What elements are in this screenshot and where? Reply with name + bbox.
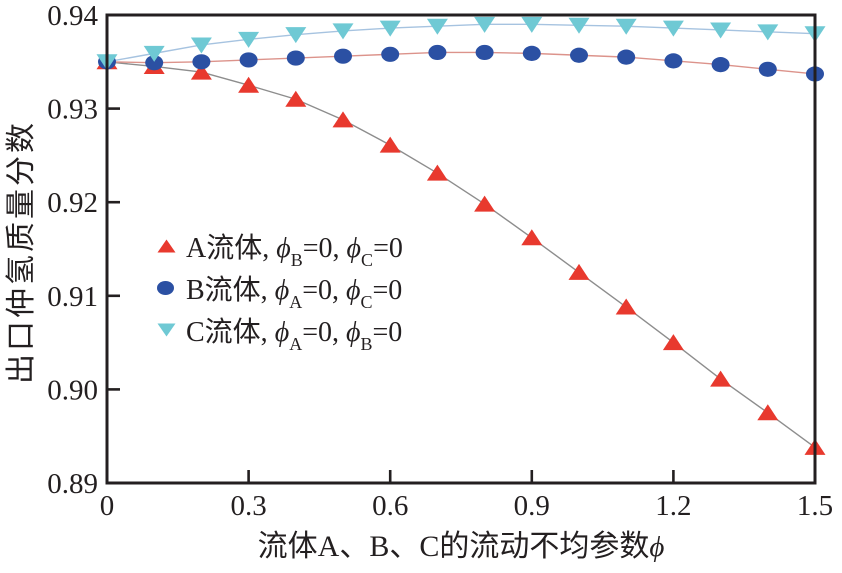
series-C-marker xyxy=(757,24,779,41)
y-tick-label: 0.92 xyxy=(47,187,98,219)
y-tick-label: 0.94 xyxy=(47,0,98,32)
series-B-marker xyxy=(664,53,683,69)
series-B-marker xyxy=(522,45,541,61)
y-tick-label: 0.89 xyxy=(47,468,98,500)
x-tick-label: 0.6 xyxy=(372,490,408,522)
series-A-marker xyxy=(757,404,779,421)
x-axis-title: 流体A、B、C的流动不均参数ϕ xyxy=(258,521,665,565)
series-A-marker xyxy=(379,136,401,153)
series-C-marker xyxy=(238,31,260,48)
series-B-marker xyxy=(381,46,400,62)
x-tick-label: 0 xyxy=(100,490,115,522)
legend-item-fluid-a: A流体, ϕB=0, ϕC=0 xyxy=(156,225,403,270)
series-A-marker xyxy=(568,263,590,280)
series-C-marker xyxy=(615,18,637,35)
triangle-up-marker-icon xyxy=(156,238,186,254)
series-C-marker xyxy=(568,17,590,34)
triangle-down-marker-icon xyxy=(156,322,186,338)
legend-item-fluid-b: B流体, ϕA=0, ϕC=0 xyxy=(156,267,403,312)
series-C-marker xyxy=(190,37,212,54)
x-tick-label: 0.3 xyxy=(230,490,266,522)
series-B-marker xyxy=(334,48,352,64)
series-line-C xyxy=(106,23,816,63)
series-B-marker xyxy=(192,54,211,70)
series-C-marker xyxy=(521,16,543,33)
series-B-marker xyxy=(570,47,588,63)
series-C-marker xyxy=(332,23,354,40)
series-B-marker xyxy=(145,55,164,71)
circle-marker-icon xyxy=(156,280,186,296)
series-C-marker xyxy=(143,45,165,62)
series-C-marker xyxy=(285,27,307,44)
legend-label: C流体, ϕA=0, ϕB=0 xyxy=(186,317,403,354)
y-tick-label: 0.91 xyxy=(47,281,98,313)
x-tick-label: 1.5 xyxy=(797,490,833,522)
y-tick-label: 0.93 xyxy=(47,94,98,126)
series-line-A xyxy=(106,61,816,448)
series-B-marker xyxy=(617,49,636,65)
y-tick-label: 0.90 xyxy=(47,374,98,406)
x-tick-label: 1.2 xyxy=(655,490,691,522)
series-A-marker xyxy=(190,63,212,80)
series-C-marker xyxy=(474,16,496,33)
series-B-marker xyxy=(428,44,447,61)
series-A-marker xyxy=(710,370,732,387)
legend-label: A流体, ϕB=0, ϕC=0 xyxy=(186,233,403,270)
series-C-marker xyxy=(662,20,684,37)
series-A-marker xyxy=(285,90,307,107)
series-B-marker xyxy=(758,61,777,77)
series-B-marker xyxy=(239,52,258,68)
series-line-B xyxy=(106,51,816,75)
series-A-marker xyxy=(426,164,448,181)
x-axis-title-text: 流体A、B、C的流动不均参数 xyxy=(257,530,650,563)
series-A-marker xyxy=(662,334,684,351)
series-B-marker xyxy=(711,57,730,73)
series-A-marker xyxy=(238,76,260,93)
phi-symbol: ϕ xyxy=(649,531,665,563)
series-B-marker xyxy=(475,44,494,61)
plot-border xyxy=(105,13,817,485)
x-tick-label: 0.9 xyxy=(514,490,550,522)
series-B-marker xyxy=(286,50,305,66)
series-A-marker xyxy=(615,298,637,315)
series-C-marker xyxy=(379,20,401,37)
series-C-marker xyxy=(426,18,448,35)
series-A-marker xyxy=(521,229,543,246)
y-axis-title: 出口仲氢质量分数 xyxy=(5,120,38,384)
legend-item-fluid-c: C流体, ϕA=0, ϕB=0 xyxy=(156,309,403,354)
legend: A流体, ϕB=0, ϕC=0 B流体, ϕA=0, ϕC=0 C流体, ϕA=… xyxy=(156,225,403,354)
series-A-marker xyxy=(332,111,354,128)
legend-label: B流体, ϕA=0, ϕC=0 xyxy=(186,275,403,312)
series-C-marker xyxy=(710,22,732,39)
series-A-marker xyxy=(474,195,496,212)
